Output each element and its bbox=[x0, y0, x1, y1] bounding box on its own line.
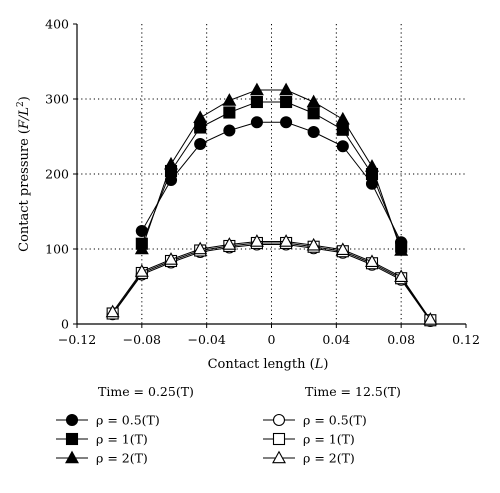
data-point bbox=[134, 241, 149, 255]
y-tick-label: 100 bbox=[45, 242, 69, 257]
series-3 bbox=[106, 238, 437, 328]
series-line bbox=[141, 89, 402, 251]
data-point bbox=[193, 241, 208, 255]
data-point bbox=[249, 234, 264, 247]
legend-label: ρ = 1(T) bbox=[96, 432, 148, 447]
series-line bbox=[141, 121, 402, 243]
y-tick-label: 0 bbox=[61, 317, 69, 332]
data-point bbox=[223, 124, 236, 137]
data-point bbox=[164, 252, 178, 265]
data-point bbox=[279, 82, 294, 96]
series-line bbox=[141, 101, 402, 247]
legend-label: ρ = 2(T) bbox=[303, 451, 355, 466]
legend-group-0: Time = 0.25(T) ρ = 0.5(T) ρ = 1(T) ρ = 2(T) bbox=[56, 384, 194, 466]
series-5 bbox=[105, 234, 438, 325]
data-point bbox=[306, 237, 321, 251]
data-point bbox=[365, 254, 379, 268]
data-point bbox=[423, 312, 438, 325]
y-tick-label: 300 bbox=[45, 92, 69, 107]
data-point bbox=[279, 234, 294, 247]
data-point bbox=[307, 107, 320, 120]
series-1 bbox=[135, 95, 408, 253]
x-tick-label: −0.12 bbox=[58, 332, 96, 347]
series-0 bbox=[135, 116, 408, 249]
legend-heading: Time = 0.25(T) bbox=[98, 384, 194, 399]
data-point bbox=[194, 137, 207, 151]
data-point bbox=[105, 304, 120, 318]
data-point bbox=[280, 116, 293, 129]
legend-marker bbox=[65, 432, 79, 446]
data-point bbox=[394, 243, 409, 256]
x-tick-label: −0.04 bbox=[188, 332, 226, 347]
legend-group-1: Time = 12.5(T) ρ = 0.5(T) ρ = 1(T) ρ = 2(T) bbox=[263, 384, 401, 466]
data-point bbox=[223, 106, 236, 119]
y-axis-title: Contact pressure (F/L2) bbox=[16, 96, 32, 252]
x-tick-label: 0.04 bbox=[322, 332, 350, 347]
series-line bbox=[112, 242, 431, 321]
data-point bbox=[250, 116, 263, 129]
data-point bbox=[280, 95, 293, 109]
data-point bbox=[134, 264, 149, 277]
data-point bbox=[222, 93, 237, 106]
legend-label: ρ = 0.5(T) bbox=[303, 413, 367, 428]
legend-label: ρ = 0.5(T) bbox=[96, 413, 160, 428]
legend-marker bbox=[272, 432, 286, 446]
legend: Time = 0.25(T) ρ = 0.5(T) ρ = 1(T) ρ = 2(T)… bbox=[56, 384, 401, 466]
legend-heading: Time = 12.5(T) bbox=[305, 384, 401, 399]
data-point bbox=[249, 82, 264, 96]
series-2 bbox=[134, 82, 409, 256]
series-layer bbox=[105, 82, 438, 328]
data-point bbox=[222, 237, 237, 250]
legend-label: ρ = 1(T) bbox=[303, 432, 355, 447]
data-point bbox=[164, 156, 178, 170]
legend-marker bbox=[272, 450, 286, 464]
data-point bbox=[193, 110, 208, 124]
data-point bbox=[365, 159, 379, 172]
data-point bbox=[336, 140, 349, 153]
legend-marker bbox=[65, 450, 79, 464]
x-axis-title: Contact length (L) bbox=[208, 357, 329, 372]
data-point bbox=[394, 269, 409, 283]
data-point bbox=[306, 94, 321, 108]
tick-labels: −0.12 −0.08 −0.04 0 0.04 0.08 0.12 0 100 200 300 40… bbox=[45, 17, 480, 348]
legend-marker bbox=[65, 413, 79, 427]
data-point bbox=[250, 95, 263, 109]
legend-label: ρ = 2(T) bbox=[96, 451, 148, 466]
data-point bbox=[335, 242, 350, 256]
y-tick-label: 200 bbox=[45, 167, 69, 182]
x-tick-label: −0.08 bbox=[123, 332, 161, 347]
grid-lines bbox=[77, 24, 466, 324]
x-tick-label: 0.08 bbox=[387, 332, 415, 347]
y-tick-label: 400 bbox=[45, 17, 69, 32]
data-point bbox=[307, 125, 320, 139]
x-tick-label: 0 bbox=[268, 332, 276, 347]
axes bbox=[73, 23, 467, 328]
legend-marker bbox=[272, 413, 286, 427]
series-4 bbox=[106, 236, 437, 327]
x-tick-label: 0.12 bbox=[452, 332, 480, 347]
data-point bbox=[335, 111, 350, 125]
